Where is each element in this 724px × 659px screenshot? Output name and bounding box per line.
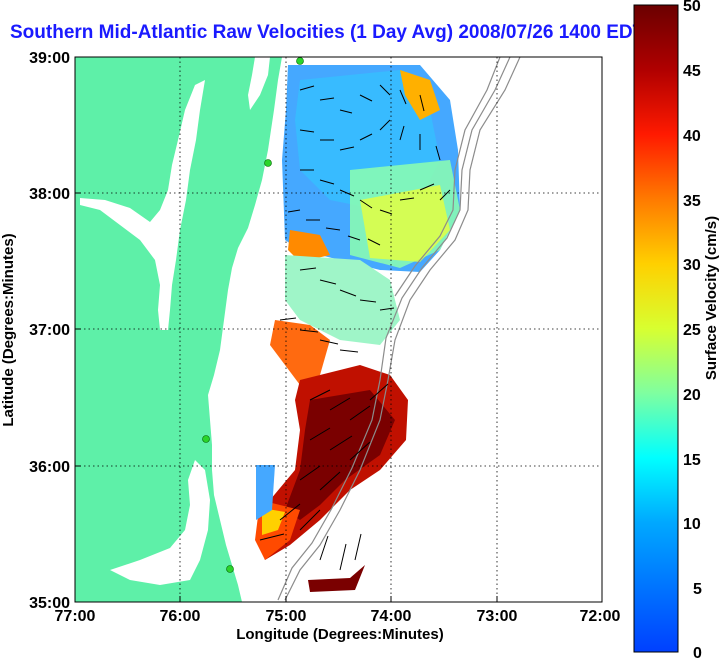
- colorbar: [633, 4, 679, 653]
- colorbar-tick-labels: 50 45 40 35 30 25 20 15 10 5 0: [683, 0, 702, 659]
- x-tick-label: 76:00: [160, 608, 201, 625]
- velocity-field: [255, 65, 460, 592]
- land-mass: [75, 57, 282, 602]
- y-tick-label: 36:00: [29, 459, 70, 476]
- x-tick-label: 73:00: [477, 608, 518, 625]
- y-tick-labels: 39:00 38:00 37:00 36:00 35:00: [29, 50, 70, 612]
- colorbar-tick-label: 0: [693, 645, 702, 659]
- velocity-arrows: [259, 84, 451, 571]
- colorbar-tick-label: 5: [693, 581, 702, 598]
- x-axis-label: Longitude (Degrees:Minutes): [236, 626, 444, 643]
- x-tick-label: 75:00: [266, 608, 307, 625]
- station-marker: [296, 57, 304, 65]
- y-axis-label: Latitude (Degrees:Minutes): [0, 233, 17, 426]
- colorbar-tick-label: 45: [683, 63, 701, 80]
- station-marker: [202, 435, 210, 443]
- colorbar-tick-label: 50: [683, 0, 701, 15]
- grid-lines: [75, 57, 602, 602]
- x-tick-label: 72:00: [580, 608, 621, 625]
- x-tick-label: 74:00: [371, 608, 412, 625]
- colorbar-tick-label: 40: [683, 128, 701, 145]
- colorbar-tick-label: 35: [683, 193, 701, 210]
- x-tick-label: 77:00: [55, 608, 96, 625]
- station-marker: [264, 159, 272, 167]
- delaware-bay: [248, 57, 270, 110]
- colorbar-tick-label: 30: [683, 257, 701, 274]
- x-tick-labels: 77:00 76:00 75:00 74:00 73:00 72:00: [55, 608, 621, 625]
- chart-title: Southern Mid-Atlantic Raw Velocities (1 …: [10, 22, 645, 43]
- colorbar-tick-label: 15: [683, 452, 701, 469]
- y-tick-label: 35:00: [29, 595, 70, 612]
- colorbar-label: Surface Velocity (cm/s): [703, 216, 720, 380]
- tick-marks: [74, 56, 603, 603]
- bathymetry-contours: [277, 57, 521, 601]
- pamlico-sound: [110, 460, 210, 585]
- colorbar-tick-label: 20: [683, 387, 701, 404]
- y-tick-label: 38:00: [29, 186, 70, 203]
- y-tick-label: 39:00: [29, 50, 70, 67]
- y-tick-label: 37:00: [29, 322, 70, 339]
- chesapeake-bay: [80, 80, 205, 330]
- colorbar-tick-label: 10: [683, 516, 701, 533]
- station-marker: [226, 565, 234, 573]
- colorbar-tick-label: 25: [683, 322, 701, 339]
